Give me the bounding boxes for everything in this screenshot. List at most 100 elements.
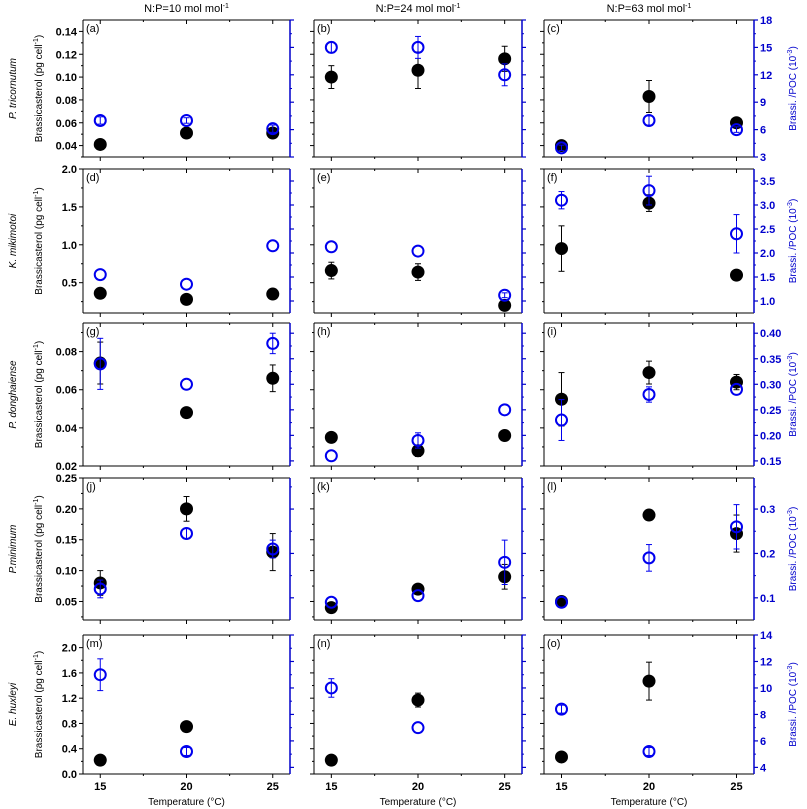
left-y-axis-title-close: ) xyxy=(34,495,45,498)
cell-point xyxy=(324,753,338,767)
right-y-axis-title-close: ) xyxy=(788,507,799,510)
poc-point xyxy=(411,40,425,54)
cell-point xyxy=(266,371,280,385)
right-y-tick-label: 2.5 xyxy=(760,224,775,236)
cell-point xyxy=(180,406,193,420)
panel-g: 0.02 0.04 0.06 0.08 (g) xyxy=(56,322,294,473)
cell-point xyxy=(93,137,107,151)
left-y-tick-label: 0.10 xyxy=(56,72,77,84)
x-tick-label: 15 xyxy=(94,781,106,793)
left-y-axis-title-sup: -1 xyxy=(33,38,40,44)
poc-point xyxy=(730,520,743,534)
cell-point xyxy=(180,502,193,516)
panel-o: 15 20 25 Temperature (°C) 4 6 8 10 12 14 (o) xyxy=(540,630,773,808)
poc-point xyxy=(93,357,107,371)
left-y-axis-title: Brassicasterol (pg cell-1) xyxy=(33,651,45,758)
left-y-tick-label: 0.12 xyxy=(56,49,77,61)
panel-label: (h) xyxy=(317,326,330,338)
right-y-axis-title-close: ) xyxy=(788,199,799,202)
poc-point xyxy=(411,433,425,447)
poc-point xyxy=(498,555,512,569)
x-tick-label: 20 xyxy=(180,781,192,793)
right-y-tick-label: 14 xyxy=(760,630,773,642)
x-tick-label: 25 xyxy=(267,781,279,793)
cell-point xyxy=(411,693,425,707)
panel-label: (n) xyxy=(317,638,330,650)
panel-c: 3 6 9 12 15 18 (c) xyxy=(540,15,772,164)
cell-point xyxy=(642,89,656,103)
panel-label: (e) xyxy=(317,172,330,184)
right-y-tick-label: 3.0 xyxy=(760,200,775,212)
left-y-axis-title: Brassicasterol (pg cell-1) xyxy=(33,35,45,142)
panel-label: (c) xyxy=(547,23,560,35)
right-y-tick-label: 1.5 xyxy=(760,272,775,284)
left-y-axis-title-text: Brassicasterol (pg cell xyxy=(34,660,45,758)
right-y-axis-title-close: ) xyxy=(788,46,799,49)
right-y-axis-title-close: ) xyxy=(788,662,799,665)
poc-point xyxy=(555,702,568,716)
poc-point xyxy=(411,589,425,603)
poc-point xyxy=(642,551,656,565)
left-y-axis-title-close: ) xyxy=(34,35,45,38)
x-tick-label: 15 xyxy=(325,781,337,793)
column-title-sup: -1 xyxy=(223,3,229,10)
poc-point xyxy=(93,113,107,127)
poc-point xyxy=(180,744,193,758)
right-y-tick-label: 12 xyxy=(760,656,772,668)
left-y-axis-title-text: Brassicasterol (pg cell xyxy=(34,350,45,448)
x-axis-title: Temperature (°C) xyxy=(380,797,457,808)
column-title-sup: -1 xyxy=(454,3,460,10)
poc-point xyxy=(498,68,512,82)
poc-point xyxy=(555,141,568,155)
species-label: K. mikimotoi xyxy=(8,213,19,268)
poc-point xyxy=(266,336,280,350)
right-y-axis-title: Brassi. /POC (10-3) xyxy=(787,46,799,131)
column-title-text: N:P=10 mol mol xyxy=(144,3,223,15)
right-y-axis-title-sup: -3 xyxy=(787,49,794,55)
poc-point xyxy=(498,403,512,417)
left-y-tick-label: 1.0 xyxy=(62,240,77,252)
poc-point xyxy=(642,744,656,758)
left-y-tick-label: 1.2 xyxy=(62,693,77,705)
x-tick-label: 20 xyxy=(412,781,424,793)
left-y-tick-label: 0.0 xyxy=(62,769,77,781)
right-y-tick-label: 15 xyxy=(760,42,772,54)
column-title-text: N:P=24 mol mol xyxy=(376,3,455,15)
panel-label: (j) xyxy=(86,481,96,493)
panel-m: 15 20 25 Temperature (°C) 0.0 0.4 0.8 1.2 1.6 2.0… xyxy=(62,634,294,808)
right-y-tick-label: 0.30 xyxy=(760,379,781,391)
right-y-axis-title-sup: -3 xyxy=(787,355,794,361)
left-y-axis-title-sup: -1 xyxy=(33,344,40,350)
panel-n: 15 20 25 Temperature (°C) (n) xyxy=(310,634,526,808)
left-y-tick-label: 0.06 xyxy=(56,118,77,130)
species-label: E. huxleyi xyxy=(8,682,19,726)
right-y-axis-title-close: ) xyxy=(788,352,799,355)
cell-point xyxy=(411,265,425,279)
left-y-axis-title: Brassicasterol (pg cell-1) xyxy=(33,341,45,448)
poc-point xyxy=(324,449,338,463)
panel-label: (l) xyxy=(547,481,557,493)
right-y-tick-label: 0.3 xyxy=(760,504,775,516)
poc-point xyxy=(180,526,193,540)
cell-point xyxy=(411,444,425,458)
x-tick-label: 15 xyxy=(555,781,567,793)
left-y-tick-label: 0.05 xyxy=(56,596,77,608)
right-y-axis-title-text: Brassi. /POC (10 xyxy=(788,208,799,283)
left-y-tick-label: 0.04 xyxy=(56,423,78,435)
left-y-tick-label: 2.0 xyxy=(62,643,77,655)
poc-point xyxy=(180,377,193,391)
poc-point xyxy=(642,113,656,127)
cell-point xyxy=(498,298,512,312)
panel-e: (e) xyxy=(310,168,526,317)
column-title: N:P=24 mol mol-1 xyxy=(376,3,461,15)
species-label: P. donghaiense xyxy=(8,360,19,429)
right-y-tick-label: 8 xyxy=(760,709,766,721)
poc-point xyxy=(324,240,338,254)
cell-point xyxy=(411,63,425,77)
right-y-tick-label: 0.20 xyxy=(760,430,781,442)
cell-point xyxy=(180,126,193,140)
poc-point xyxy=(266,122,280,136)
right-y-axis-title-text: Brassi. /POC (10 xyxy=(788,361,799,436)
column-title: N:P=10 mol mol-1 xyxy=(144,3,229,15)
panel-d: 0.5 1.0 1.5 2.0 (d) xyxy=(62,164,294,317)
